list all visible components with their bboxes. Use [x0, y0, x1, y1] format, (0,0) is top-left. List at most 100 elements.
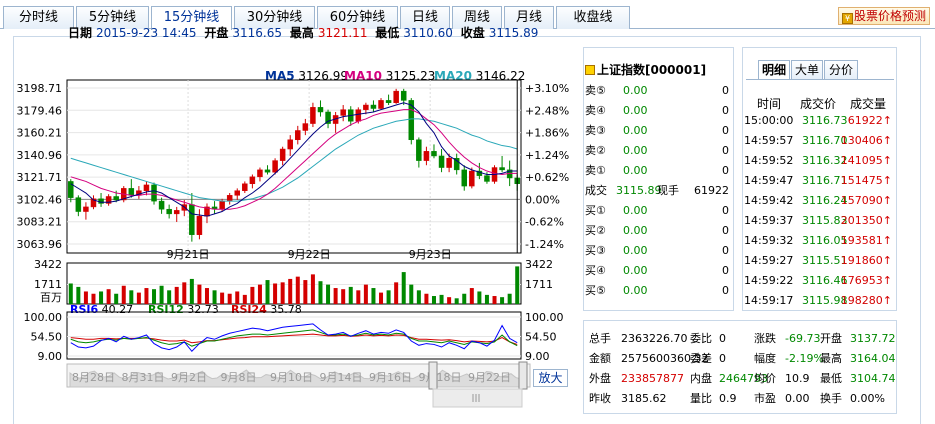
deal-volume: 61922	[694, 184, 729, 197]
tick-row: 14:59:47 3116.71 151475↑	[744, 171, 896, 191]
tick-tab-divider	[746, 79, 894, 80]
tick-volume: 201350↑	[840, 214, 892, 227]
tick-row: 14:59:37 3115.83 201350↑	[744, 211, 896, 231]
order-volume: 0	[722, 144, 729, 157]
order-price: 0.00	[623, 124, 648, 137]
rsi6-legend: RSI6 40.27	[70, 303, 133, 316]
tab-30min[interactable]: 30分钟线	[234, 6, 315, 29]
open-label: 开盘	[204, 26, 229, 40]
stat-value: 0.00	[785, 392, 810, 405]
rsi24-value: 35.78	[270, 303, 302, 316]
tab-weekly[interactable]: 周线	[452, 6, 502, 29]
tick-row: 14:59:27 3115.51 191860↑	[744, 251, 896, 271]
buy-row: 买③ 0.00 0	[585, 241, 729, 261]
rsi24-label: RSI24	[231, 303, 267, 316]
order-price: 0.00	[623, 164, 648, 177]
stat-value: 0	[719, 332, 726, 345]
order-volume: 0	[722, 104, 729, 117]
deal-price: 3115.89	[616, 184, 662, 197]
order-volume: 0	[722, 84, 729, 97]
tab-60min[interactable]: 60分钟线	[317, 6, 398, 29]
tick-row: 15:00:00 3116.73 61922↑	[744, 111, 896, 131]
low-value: 3110.60	[403, 26, 453, 40]
stat-label: 总手	[589, 332, 611, 345]
date-label: 日期	[68, 26, 93, 40]
tab-5min[interactable]: 5分钟线	[76, 6, 149, 29]
date-value: 2015-9-23 14:45	[96, 26, 197, 40]
stat-value: 3104.74	[850, 372, 896, 385]
order-volume: 0	[722, 264, 729, 277]
order-level: 卖①	[585, 164, 606, 177]
zoom-button[interactable]: 放大	[533, 369, 568, 387]
sell-row: 卖⑤ 0.00 0	[585, 81, 729, 101]
tick-time: 14:59:47	[744, 174, 794, 187]
stat-label: 最低	[820, 372, 842, 385]
stat-label: 换手	[820, 392, 842, 405]
buy-row: 买① 0.00 0	[585, 201, 729, 221]
ma10-label: MA10	[344, 69, 382, 83]
stat-value: 2464793	[719, 372, 768, 385]
order-price: 0.00	[623, 84, 648, 97]
tick-price: 3115.98	[802, 294, 848, 307]
order-volume: 0	[722, 124, 729, 137]
quote-panel	[583, 47, 734, 311]
order-price: 0.00	[623, 284, 648, 297]
stat-value: 0.00%	[850, 392, 885, 405]
tick-price: 3116.73	[802, 114, 848, 127]
stat-label: 昨收	[589, 392, 611, 405]
tick-volume: 193581↑	[840, 234, 892, 247]
rsi6-value: 40.27	[101, 303, 134, 316]
tab-daily[interactable]: 日线	[400, 6, 450, 29]
ma10-value: 3125.23	[385, 69, 436, 83]
tab-close-line[interactable]: 收盘线	[556, 6, 630, 29]
stat-value: -2.19%	[785, 352, 824, 365]
stat-label: 外盘	[589, 372, 611, 385]
tick-price: 3116.70	[802, 134, 848, 147]
tab-15min[interactable]: 15分钟线	[151, 6, 232, 31]
tick-row: 14:59:52 3116.32 141095↑	[744, 151, 896, 171]
ma5-label: MA5	[265, 69, 295, 83]
index-icon	[585, 65, 595, 75]
tick-volume: 130406↑	[840, 134, 892, 147]
order-level: 买②	[585, 224, 606, 237]
stat-value: 0.9	[719, 392, 737, 405]
stat-label: 内盘	[690, 372, 712, 385]
stat-label: 幅度	[754, 352, 776, 365]
stock-forecast-button[interactable]: ¥ 股票价格预测	[838, 7, 930, 25]
tick-price: 3116.46	[802, 274, 848, 287]
tab-detail[interactable]: 明细	[758, 60, 790, 80]
stat-label: 委差	[690, 352, 712, 365]
tab-price-distribution[interactable]: 分价	[824, 60, 858, 80]
tick-row: 14:59:57 3116.70 130406↑	[744, 131, 896, 151]
order-price: 0.00	[623, 204, 648, 217]
tab-monthly[interactable]: 月线	[504, 6, 554, 29]
tick-time: 15:00:00	[744, 114, 794, 127]
rsi12-label: RSI12	[148, 303, 184, 316]
rsi24-legend: RSI24 35.78	[231, 303, 302, 316]
forecast-icon: ¥	[842, 13, 853, 24]
order-price: 0.00	[623, 144, 648, 157]
tick-time: 14:59:57	[744, 134, 794, 147]
deal-label: 成交	[585, 184, 607, 197]
deal-row: 成交 3115.89 现手 61922	[585, 181, 729, 201]
tab-time-share[interactable]: 分时线	[3, 6, 74, 29]
sell-row: 卖④ 0.00 0	[585, 101, 729, 121]
order-level: 买③	[585, 244, 606, 257]
tick-price: 3115.83	[802, 214, 848, 227]
order-volume: 0	[722, 164, 729, 177]
stat-label: 委比	[690, 332, 712, 345]
high-label: 最高	[289, 26, 314, 40]
tick-volume: 176953↑	[840, 274, 892, 287]
order-level: 卖②	[585, 144, 606, 157]
tick-volume: 61922↑	[847, 114, 892, 127]
tab-big-orders[interactable]: 大单	[791, 60, 823, 80]
tick-price: 3116.24	[802, 194, 848, 207]
stat-label: 均价	[754, 372, 776, 385]
rsi12-value: 32.73	[187, 303, 219, 316]
tick-time: 14:59:32	[744, 234, 794, 247]
tick-volume: 151475↑	[840, 174, 892, 187]
stat-value: 3137.72	[850, 332, 896, 345]
stat-label: 市盈	[754, 392, 776, 405]
period-tabbar: 分时线 5分钟线 15分钟线 30分钟线 60分钟线 日线 周线 月线 收盘线 …	[0, 0, 935, 31]
tick-header-volume: 成交量	[850, 97, 887, 111]
